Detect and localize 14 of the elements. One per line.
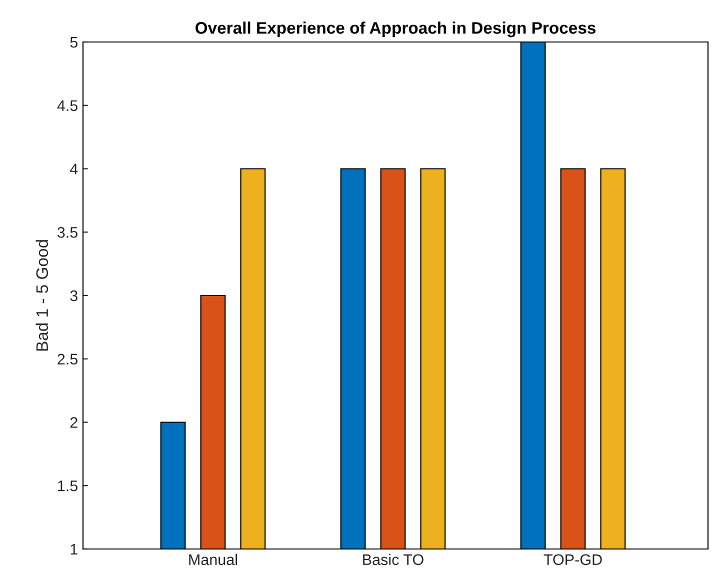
y-tick-label: 3: [70, 290, 78, 302]
y-tick-label: 2.5: [58, 354, 78, 365]
y-tick-label: 2: [70, 417, 78, 428]
x-tick-label: TOP-GD: [544, 554, 602, 566]
y-tick-label: 3.5: [57, 226, 78, 238]
x-tick-label: Manual: [189, 554, 238, 566]
y-tick-label: 5: [70, 37, 78, 48]
y-tick-label: 1.5: [58, 480, 78, 492]
y-axis-title: Bad 1 - 5 Good: [36, 240, 48, 351]
y-tick-label: 4.5: [57, 100, 78, 112]
y-tick-label: 4: [70, 164, 78, 174]
x-tick-label: Basic TO: [363, 554, 424, 566]
y-tick-label: 1: [70, 544, 78, 555]
chart-title: Overall Experience of Approach in Design Process: [196, 22, 596, 38]
